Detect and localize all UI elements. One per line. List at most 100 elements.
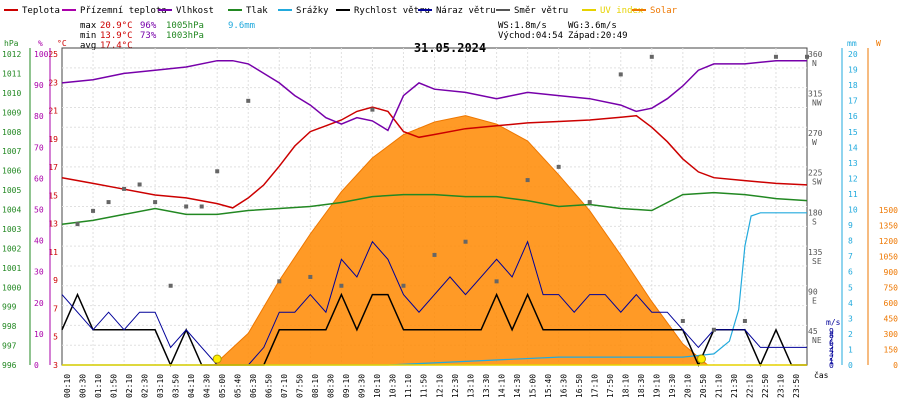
pct-tick: 70 xyxy=(34,143,44,152)
ms-unit: m/s xyxy=(826,318,841,327)
time-tick: 12:10 xyxy=(435,374,444,398)
mm-tick: 11 xyxy=(848,190,858,199)
mm-tick: 10 xyxy=(848,206,858,215)
dir-tick: 360 xyxy=(808,50,823,59)
time-tick: 21:30 xyxy=(730,374,739,398)
w-tick: 1500 xyxy=(879,206,898,215)
time-tick: 19:10 xyxy=(652,374,661,398)
wind-info: WS:1.8m/s WG:3.6m/s Východ:04:54 Západ:2… xyxy=(498,21,628,41)
mm-tick: 8 xyxy=(848,237,853,246)
wind-dir-point xyxy=(106,200,111,205)
stats-min-label: min xyxy=(80,31,96,41)
time-tick: 23:10 xyxy=(776,374,785,398)
c-tick: 9 xyxy=(53,276,58,285)
legend-label-2: Vlhkost xyxy=(176,6,214,16)
wind-direction-points xyxy=(75,54,809,332)
pct-tick: 100 xyxy=(34,50,49,59)
pct-tick: 80 xyxy=(34,112,44,121)
time-tick: 21:10 xyxy=(714,374,723,398)
wind-dir-point xyxy=(75,222,80,227)
mm-tick: 13 xyxy=(848,159,858,168)
wind-dir-point xyxy=(773,54,778,59)
wind-dir-point xyxy=(587,200,592,205)
pct-tick: 60 xyxy=(34,174,44,183)
stats-min-temp: 13.9°C xyxy=(100,31,133,41)
pct-tick: 90 xyxy=(34,81,44,90)
time-tick: 03:50 xyxy=(172,374,181,398)
sunset: Západ:20:49 xyxy=(568,31,628,41)
time-tick: 22:10 xyxy=(745,374,754,398)
pct-tick: 20 xyxy=(34,299,44,308)
dir-tick-label: E xyxy=(812,296,817,305)
ms-tick: 0 xyxy=(829,361,834,370)
dir-tick-label: W xyxy=(812,138,817,147)
mm-tick: 0 xyxy=(848,361,853,370)
uv-marker xyxy=(696,354,706,364)
ms-tick: 1 xyxy=(829,357,834,366)
time-tick: 03:10 xyxy=(156,374,165,398)
hpa-tick: 1000 xyxy=(2,283,21,292)
hpa-tick: 1011 xyxy=(2,69,21,78)
sunrise: Východ:04:54 xyxy=(498,31,563,41)
time-tick: 15:40 xyxy=(544,374,553,398)
wind-dir-point xyxy=(618,72,623,77)
wind-dir-point xyxy=(137,182,142,187)
c-tick: 25 xyxy=(48,50,58,59)
time-tick: 18:30 xyxy=(637,374,646,398)
c-tick: 15 xyxy=(48,191,58,200)
mm-tick: 18 xyxy=(848,81,858,90)
series-srážky xyxy=(62,212,807,366)
time-tick: 02:30 xyxy=(141,374,150,398)
c-tick: 19 xyxy=(48,135,58,144)
dir-tick-label: NW xyxy=(812,99,822,108)
mm-unit: mm xyxy=(847,39,857,48)
unit-c_unit: °C xyxy=(57,39,67,48)
ms-tick: 2 xyxy=(829,353,834,362)
w-tick: 450 xyxy=(884,315,899,324)
hpa-tick: 1008 xyxy=(2,128,21,137)
dir-tick: 135 xyxy=(808,248,823,257)
c-tick: 17 xyxy=(48,163,58,172)
w-tick: 150 xyxy=(884,346,899,355)
mm-tick: 17 xyxy=(848,97,858,106)
wind-ws: WS:1.8m/s xyxy=(498,21,547,31)
stats-avg-temp: 17.4°C xyxy=(100,41,133,51)
dir-tick: 180 xyxy=(808,208,823,217)
stats-avg-label: avg xyxy=(80,41,96,51)
legend-label-4: Srážky xyxy=(296,6,329,16)
legend-label-9: Solar xyxy=(650,6,678,16)
stats-min-hum: 73% xyxy=(140,31,157,41)
right-axes: 360N315NW270W225SW180S135SE90E45NEm/s987… xyxy=(808,39,898,370)
pct-tick: 40 xyxy=(34,237,44,246)
w-tick: 750 xyxy=(884,284,899,293)
stats-max-hum: 96% xyxy=(140,21,157,31)
mm-tick: 7 xyxy=(848,252,853,261)
legend-label-7: Směr větru xyxy=(514,6,568,16)
time-tick: 02:10 xyxy=(125,374,134,398)
dir-tick: 225 xyxy=(808,169,823,178)
wind-dir-point xyxy=(711,327,716,332)
time-label: čas xyxy=(814,370,829,380)
hpa-tick: 1003 xyxy=(2,225,21,234)
w-unit: W xyxy=(876,39,881,48)
hpa-tick: 1010 xyxy=(2,89,21,98)
wind-dir-point xyxy=(556,164,561,169)
pct-tick: 50 xyxy=(34,206,44,215)
time-tick: 04:30 xyxy=(203,374,212,398)
mm-tick: 9 xyxy=(848,221,853,230)
wind-dir-point xyxy=(184,204,189,209)
time-tick: 23:50 xyxy=(792,374,801,398)
dir-tick-label: N xyxy=(812,59,817,68)
mm-tick: 12 xyxy=(848,174,858,183)
time-tick: 09:10 xyxy=(342,374,351,398)
time-tick: 01:50 xyxy=(110,374,119,398)
time-tick: 04:10 xyxy=(187,374,196,398)
wind-dir-point xyxy=(370,107,375,112)
legend-label-5: Rychlost větru xyxy=(354,6,430,16)
wind-dir-point xyxy=(649,54,654,59)
time-tick: 14:10 xyxy=(497,374,506,398)
time-tick: 15:00 xyxy=(528,374,537,398)
time-tick: 17:10 xyxy=(590,374,599,398)
solar-fill xyxy=(212,115,710,366)
